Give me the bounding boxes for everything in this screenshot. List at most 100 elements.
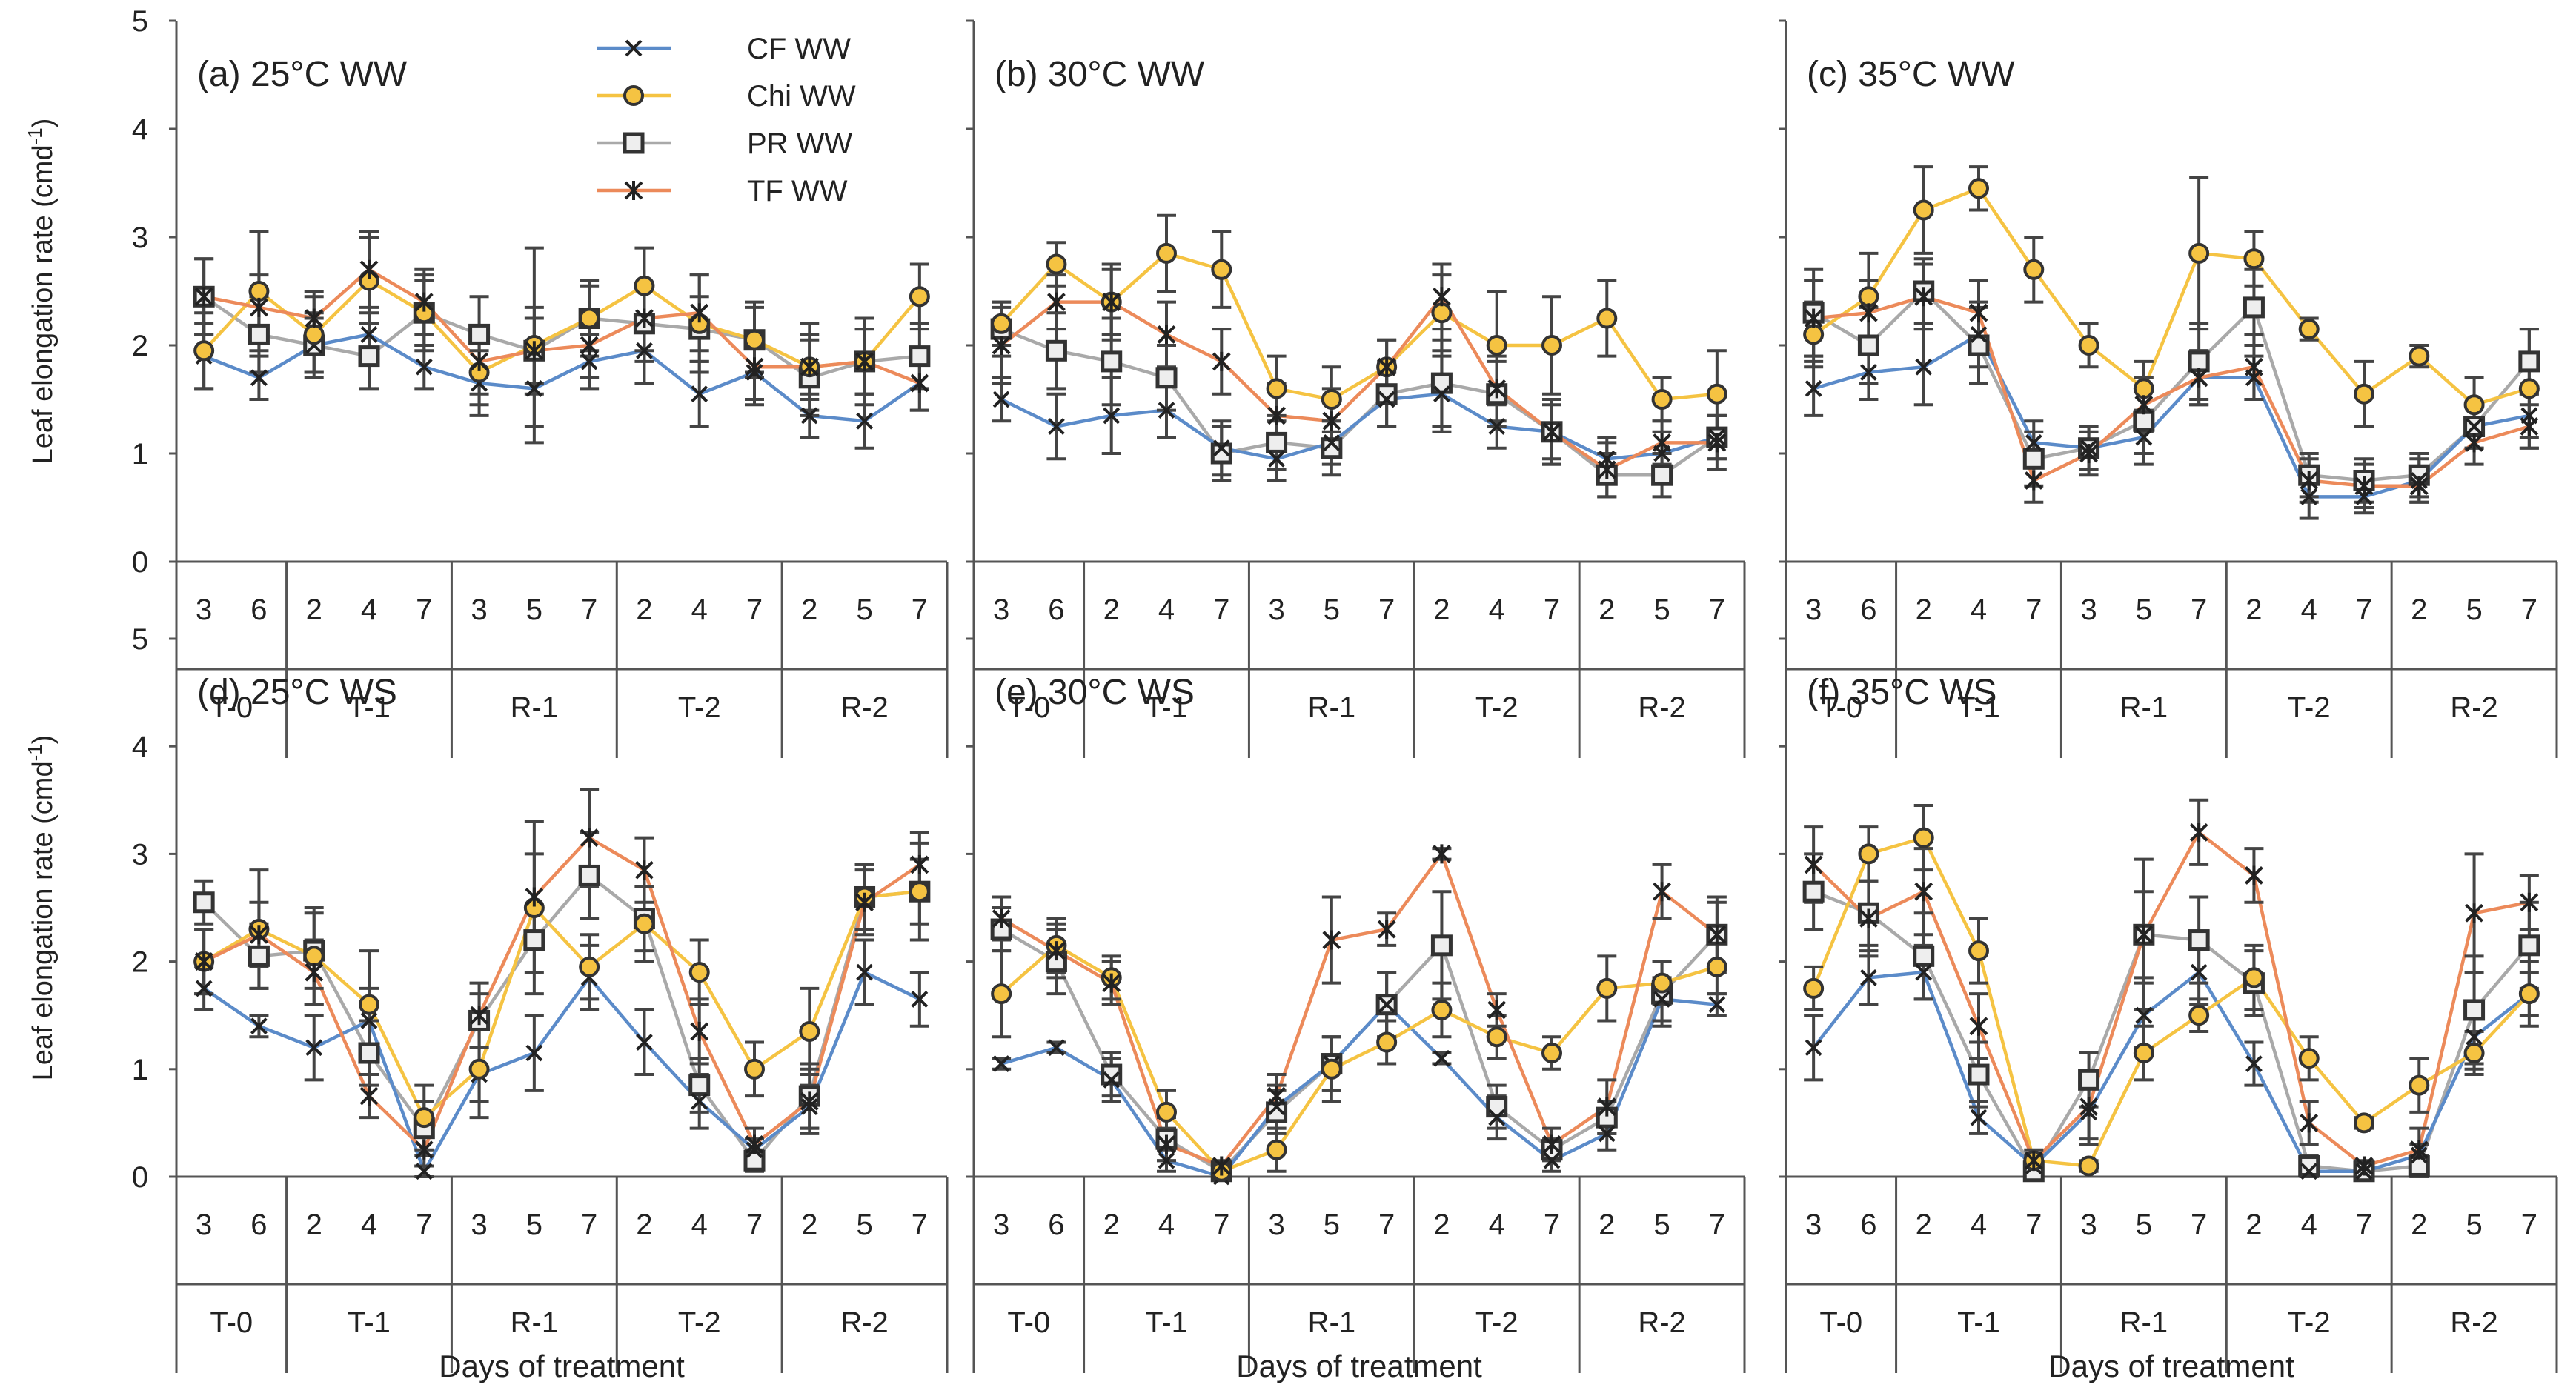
marker-circle — [1651, 389, 1673, 410]
marker-star — [580, 828, 599, 848]
marker-x — [1323, 433, 1341, 451]
marker-circle — [1486, 335, 1507, 356]
data-point-cf — [992, 391, 1010, 408]
x-tick-label: 6 — [250, 1209, 267, 1241]
data-point-cf — [1103, 1071, 1121, 1089]
data-point-pr — [248, 323, 270, 345]
marker-star — [525, 341, 544, 361]
data-point-chi — [634, 275, 655, 296]
data-point-chi — [1541, 335, 1562, 356]
data-point-cf — [856, 412, 873, 430]
marker-x — [2466, 1028, 2483, 1046]
marker-star — [1707, 433, 1727, 453]
data-point-tf — [194, 287, 213, 307]
data-point-tf — [1322, 411, 1341, 431]
data-point-pr — [523, 929, 545, 951]
marker-star — [1914, 882, 1933, 902]
x-tick-label: 5 — [856, 594, 872, 626]
marker-x — [911, 991, 929, 1008]
marker-star — [992, 908, 1011, 928]
data-point-pr — [358, 345, 380, 368]
marker-star — [359, 1086, 379, 1106]
marker-circle — [468, 1058, 490, 1080]
group-label: R-1 — [2120, 691, 2168, 724]
x-tick-label: 5 — [2466, 594, 2482, 626]
marker-x — [250, 1017, 268, 1035]
group-label: R-1 — [2120, 1306, 2168, 1339]
legend-label: TF WW — [747, 175, 848, 207]
data-point-chi — [1596, 308, 1618, 329]
marker-circle — [1046, 253, 1067, 275]
marker-square — [193, 891, 215, 914]
x-tick-label: 7 — [2025, 1209, 2042, 1241]
data-point-tf — [1157, 325, 1176, 345]
group-label: T-0 — [1819, 691, 1862, 724]
data-point-chi — [2518, 983, 2540, 1005]
x-tick-label: 5 — [1324, 1209, 1340, 1241]
data-point-tf — [2409, 476, 2429, 496]
data-point-cf — [1212, 439, 1230, 457]
legend-marker — [624, 181, 643, 200]
data-point-tf — [250, 297, 268, 317]
data-point-cf — [305, 1039, 323, 1057]
marker-star — [1542, 422, 1561, 442]
marker-circle — [1541, 335, 1562, 356]
marker-star — [1433, 287, 1451, 307]
data-point-chi — [688, 962, 710, 983]
data-point-cf — [1970, 1109, 1988, 1126]
x-tick-label: 7 — [746, 594, 763, 626]
data-point-cf — [636, 1034, 653, 1051]
marker-star — [2520, 416, 2539, 436]
data-point-chi — [1321, 1058, 1342, 1080]
data-point-cf — [1433, 385, 1450, 403]
series-line-chi — [203, 889, 920, 1120]
marker-circle — [1596, 308, 1618, 329]
y-axis-title: Leaf elongation rate (cmd-1) — [24, 735, 59, 1081]
group-label: T-2 — [2288, 691, 2331, 724]
marker-star — [2024, 1151, 2043, 1171]
data-point-chi — [1486, 335, 1507, 356]
marker-x — [305, 1039, 323, 1057]
group-label: T-1 — [1957, 691, 2000, 724]
marker-star — [1653, 433, 1671, 453]
data-point-chi — [1321, 389, 1342, 410]
data-point-tf — [2024, 1151, 2043, 1171]
marker-x — [1158, 402, 1175, 419]
x-tick-label: 2 — [801, 594, 817, 626]
data-point-pr — [358, 1042, 380, 1064]
marker-x — [992, 1055, 1010, 1072]
data-point-tf — [1433, 287, 1451, 307]
x-tick-label: 3 — [2080, 594, 2097, 626]
marker-star — [2134, 395, 2154, 415]
data-point-tf — [580, 828, 599, 848]
data-point-cf — [1653, 991, 1670, 1008]
x-tick-label: 3 — [993, 594, 1009, 626]
marker-star — [1542, 1134, 1561, 1154]
marker-circle — [1706, 383, 1727, 405]
marker-x — [1268, 450, 1285, 468]
marker-star — [624, 181, 643, 200]
data-point-tf — [910, 854, 929, 874]
data-point-chi — [2243, 248, 2265, 270]
data-point-tf — [1914, 882, 1933, 902]
data-point-tf — [1377, 357, 1396, 377]
data-point-chi — [744, 329, 765, 350]
data-point-chi — [2023, 259, 2045, 280]
data-point-tf — [2245, 865, 2263, 885]
x-tick-label: 7 — [912, 1209, 928, 1241]
y-axis-title-end: ) — [27, 735, 59, 745]
x-tick-label: 4 — [1489, 1209, 1505, 1241]
data-point-pr — [1430, 934, 1453, 957]
marker-x — [1970, 1109, 1988, 1126]
marker-star — [1859, 908, 1878, 928]
x-tick-label: 2 — [636, 594, 652, 626]
data-point-chi — [1968, 178, 1989, 199]
marker-star — [2245, 865, 2263, 885]
marker-circle — [2188, 242, 2210, 264]
data-point-cf — [360, 1012, 378, 1029]
marker-circle — [1968, 940, 1989, 962]
data-point-chi — [2243, 967, 2265, 988]
x-tick-label: 5 — [2466, 1209, 2482, 1241]
group-label: R-2 — [1638, 691, 1685, 724]
